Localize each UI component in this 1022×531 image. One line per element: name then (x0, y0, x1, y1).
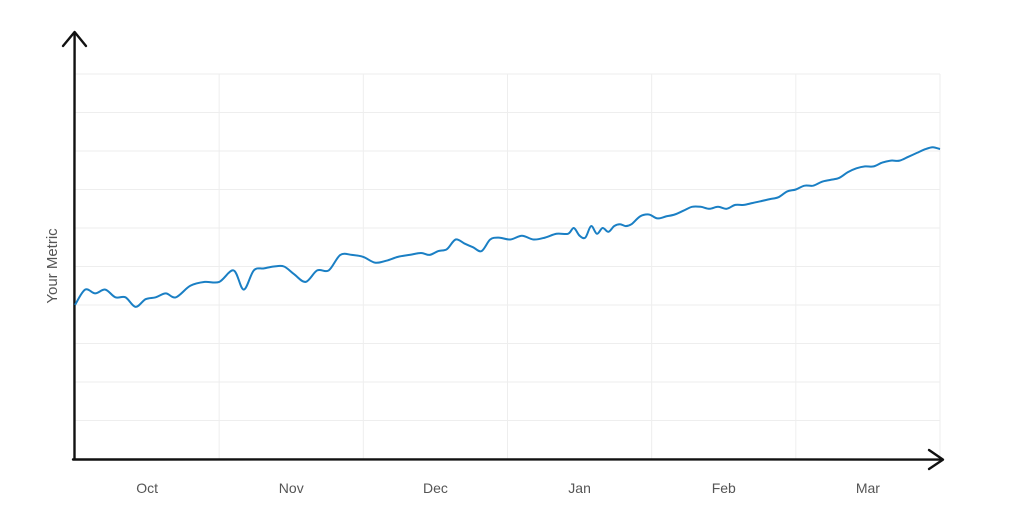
x-tick-label: Oct (136, 480, 158, 496)
x-tick-label: Nov (279, 480, 304, 496)
y-axis-label: Your Metric (44, 228, 61, 304)
x-tick-label: Mar (856, 480, 880, 496)
series-line (74, 146, 941, 308)
x-tick-labels: Oct Nov Dec Jan Feb Mar (136, 480, 880, 496)
x-tick-label: Dec (423, 480, 448, 496)
x-tick-label: Feb (712, 480, 736, 496)
x-tick-label: Jan (568, 480, 591, 496)
x-axis-arrowhead (927, 448, 945, 471)
grid (75, 73, 941, 459)
series-layer (74, 146, 941, 308)
axes (61, 30, 945, 471)
y-axis-arrowhead (61, 30, 88, 48)
